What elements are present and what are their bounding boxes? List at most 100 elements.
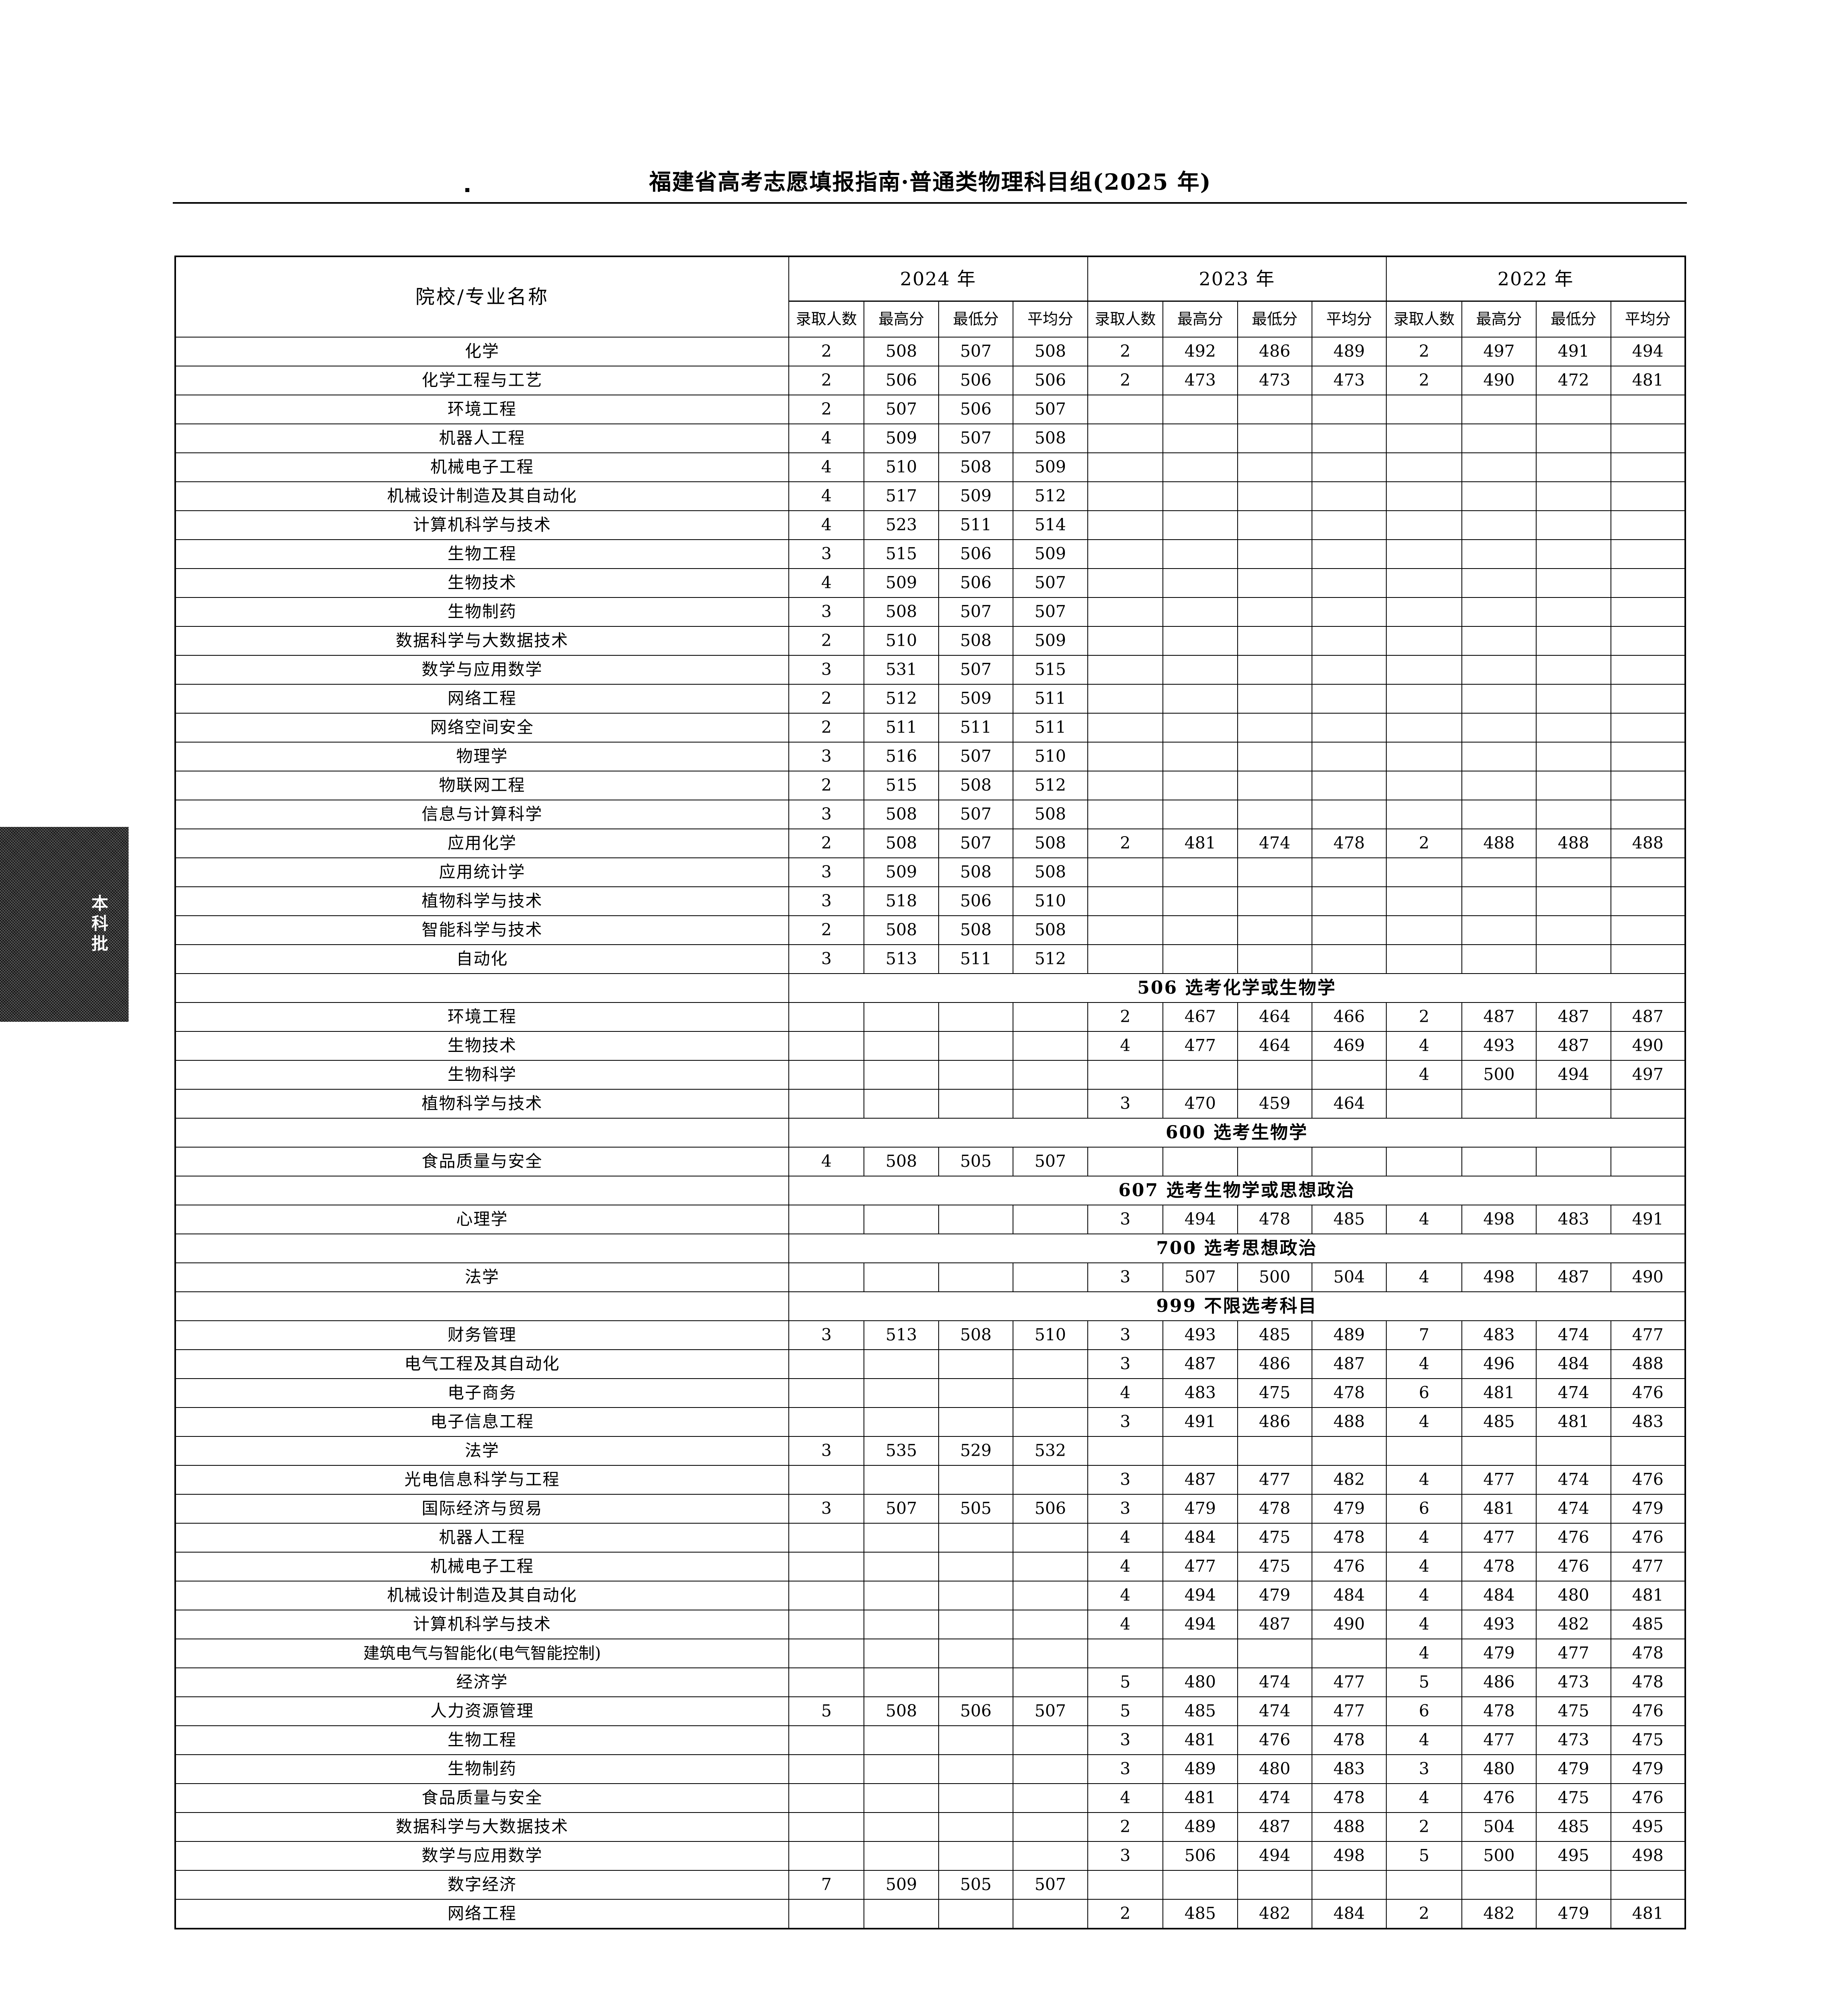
cell-2022-min: 484: [1536, 1349, 1611, 1379]
cell-2022-enrolled: 2: [1386, 1899, 1462, 1929]
table-row: 光电信息科学与工程 3 487 477 482 4 477 474 476: [175, 1465, 1686, 1495]
row-major-name: 光电信息科学与工程: [175, 1465, 789, 1495]
table-row: 食品质量与安全 4 508 505 507: [175, 1147, 1686, 1176]
cell-2023-min: 473: [1237, 366, 1312, 395]
cell-2022-min: 474: [1536, 1465, 1611, 1495]
cell-2023-avg: [1311, 713, 1387, 743]
cell-2022-enrolled: [1386, 915, 1462, 945]
cell-2022-max: 496: [1461, 1349, 1537, 1379]
cell-2023-avg: [1311, 915, 1387, 945]
cell-2024-max: [864, 1349, 939, 1379]
cell-2024-min: [938, 1465, 1014, 1495]
group-row-name-spacer: [175, 1176, 789, 1205]
cell-2024-max: 508: [864, 597, 939, 627]
cell-2024-enrolled: [788, 1523, 865, 1553]
cell-2022-max: [1461, 452, 1537, 482]
cell-2024-avg: 507: [1013, 1696, 1088, 1726]
column-header-2023-enrolled: 录取人数: [1087, 301, 1164, 338]
cell-2023-avg: 473: [1311, 366, 1387, 395]
cell-2022-max: 498: [1461, 1262, 1537, 1292]
cell-2023-avg: 477: [1311, 1667, 1387, 1697]
cell-2024-enrolled: [788, 1899, 865, 1929]
cell-2022-min: 476: [1536, 1552, 1611, 1581]
cell-2022-min: 474: [1536, 1320, 1611, 1350]
cell-2022-enrolled: [1386, 857, 1462, 887]
cell-2024-avg: [1013, 1725, 1088, 1755]
cell-2022-max: [1461, 626, 1537, 656]
cell-2023-enrolled: [1087, 1436, 1164, 1466]
side-thumb-tab-label: 本科批: [89, 894, 108, 955]
row-major-name: 机器人工程: [175, 1523, 789, 1553]
cell-2023-max: [1162, 1060, 1238, 1090]
cell-2023-max: 485: [1162, 1899, 1238, 1929]
cell-2024-min: [938, 1639, 1014, 1668]
cell-2024-max: [864, 1407, 939, 1437]
cell-2022-min: [1536, 1870, 1611, 1900]
row-major-name: 环境工程: [175, 1002, 789, 1032]
cell-2023-avg: [1311, 1436, 1387, 1466]
cell-2023-min: 476: [1237, 1725, 1312, 1755]
cell-2022-enrolled: [1386, 684, 1462, 714]
cell-2024-max: 511: [864, 713, 939, 743]
cell-2024-min: [938, 1841, 1014, 1871]
table-row: 网络工程 2 485 482 484 2 482 479 481: [175, 1899, 1686, 1929]
cell-2024-min: [938, 1523, 1014, 1553]
cell-2022-min: 480: [1536, 1581, 1611, 1610]
cell-2024-avg: 508: [1013, 337, 1088, 366]
cell-2023-min: [1237, 510, 1312, 540]
row-major-name: 数学与应用数学: [175, 1841, 789, 1871]
cell-2024-min: 506: [938, 1696, 1014, 1726]
table-head: 院校/专业名称 2024 年 2023 年 2022 年 录取人数 最高分 最低…: [175, 256, 1686, 338]
cell-2022-max: 488: [1461, 829, 1537, 858]
cell-2022-enrolled: 2: [1386, 366, 1462, 395]
cell-2023-avg: 483: [1311, 1754, 1387, 1784]
cell-2022-max: [1461, 510, 1537, 540]
cell-2024-avg: [1013, 1002, 1088, 1032]
column-header-2022-avg: 平均分: [1610, 301, 1686, 338]
cell-2023-min: [1237, 944, 1312, 974]
cell-2024-max: [864, 1002, 939, 1032]
cell-2023-max: 494: [1162, 1205, 1238, 1234]
cell-2023-min: 474: [1237, 829, 1312, 858]
cell-2024-avg: [1013, 1523, 1088, 1553]
cell-2022-avg: [1610, 742, 1686, 771]
cell-2022-enrolled: 2: [1386, 337, 1462, 366]
cell-2022-min: 487: [1536, 1002, 1611, 1032]
cell-2022-avg: 488: [1610, 829, 1686, 858]
cell-2023-avg: [1311, 1639, 1387, 1668]
cell-2022-max: [1461, 857, 1537, 887]
row-major-name: 食品质量与安全: [175, 1147, 789, 1176]
cell-2023-enrolled: [1087, 800, 1164, 829]
cell-2024-max: [864, 1465, 939, 1495]
cell-2023-avg: 477: [1311, 1696, 1387, 1726]
cell-2022-enrolled: [1386, 886, 1462, 916]
cell-2024-max: 518: [864, 886, 939, 916]
cell-2024-min: 505: [938, 1870, 1014, 1900]
cell-2022-min: [1536, 452, 1611, 482]
cell-2022-avg: 497: [1610, 1060, 1686, 1090]
cell-2024-avg: 514: [1013, 510, 1088, 540]
cell-2023-avg: 478: [1311, 1523, 1387, 1553]
cell-2022-max: 500: [1461, 1841, 1537, 1871]
cell-2022-max: [1461, 395, 1537, 424]
cell-2023-avg: [1311, 481, 1387, 511]
cell-2023-avg: 489: [1311, 1320, 1387, 1350]
cell-2024-enrolled: [788, 1089, 865, 1119]
cell-2022-enrolled: [1386, 568, 1462, 598]
cell-2024-min: [938, 1002, 1014, 1032]
cell-2022-enrolled: 4: [1386, 1523, 1462, 1553]
cell-2022-max: [1461, 655, 1537, 685]
cell-2023-min: 500: [1237, 1262, 1312, 1292]
cell-2023-max: 473: [1162, 366, 1238, 395]
cell-2023-max: [1162, 539, 1238, 569]
table-row: 机器人工程 4 484 475 478 4 477 476 476: [175, 1523, 1686, 1553]
cell-2024-avg: 532: [1013, 1436, 1088, 1466]
cell-2023-enrolled: 3: [1087, 1465, 1164, 1495]
cell-2022-enrolled: 4: [1386, 1465, 1462, 1495]
cell-2022-max: [1461, 568, 1537, 598]
cell-2024-avg: [1013, 1262, 1088, 1292]
table-row: 信息与计算科学 3 508 507 508: [175, 800, 1686, 829]
cell-2022-min: [1536, 742, 1611, 771]
cell-2024-avg: 512: [1013, 771, 1088, 800]
cell-2022-enrolled: 4: [1386, 1552, 1462, 1581]
